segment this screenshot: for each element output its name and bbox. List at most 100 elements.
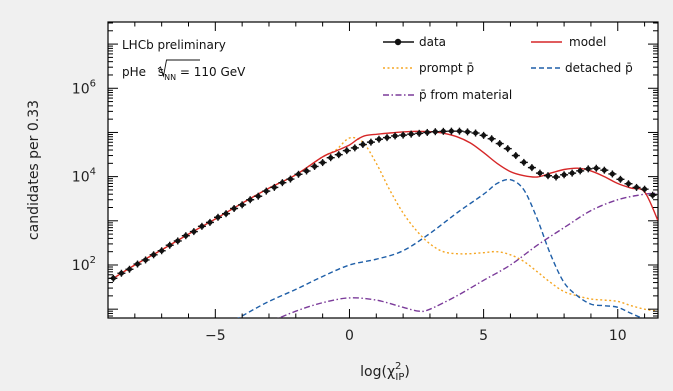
data-point bbox=[302, 167, 311, 175]
data-point bbox=[487, 135, 496, 143]
series-dashed-line bbox=[237, 178, 644, 318]
data-point bbox=[310, 162, 319, 170]
data-point bbox=[286, 175, 295, 183]
y-axis-label: candidates per 0.33 bbox=[26, 100, 42, 240]
data-point bbox=[455, 127, 464, 135]
data-point bbox=[471, 129, 480, 137]
data-point bbox=[334, 151, 343, 159]
data-point bbox=[423, 128, 432, 136]
legend-item-prompt: prompt p̄ bbox=[383, 61, 474, 75]
data-point bbox=[254, 192, 263, 200]
data-point bbox=[109, 274, 118, 282]
data-point bbox=[133, 260, 142, 268]
data-point bbox=[270, 183, 279, 191]
data-point bbox=[463, 128, 472, 136]
data-point bbox=[149, 251, 158, 259]
data-point bbox=[262, 187, 271, 195]
series-dotted-line bbox=[113, 136, 658, 312]
data-point bbox=[117, 269, 126, 277]
sqrt-symbol bbox=[157, 59, 200, 78]
data-point bbox=[294, 170, 303, 178]
data-point bbox=[592, 164, 601, 172]
data-point bbox=[350, 144, 359, 152]
data-point bbox=[431, 128, 440, 136]
legend-item-model: model bbox=[531, 35, 606, 49]
data-point bbox=[326, 154, 335, 162]
data-point bbox=[278, 179, 287, 187]
data-point bbox=[366, 138, 375, 146]
data-point bbox=[439, 127, 448, 135]
data-point bbox=[519, 158, 528, 166]
series-line-line bbox=[113, 130, 658, 279]
legend-data-label: data bbox=[419, 35, 446, 49]
data-point bbox=[576, 167, 585, 175]
legend-model-label: model bbox=[569, 35, 606, 49]
legend-item-data: data bbox=[383, 35, 446, 49]
data-point bbox=[503, 145, 512, 153]
data-point bbox=[632, 183, 641, 191]
data-point bbox=[447, 127, 456, 135]
y-tick-label: 104 bbox=[72, 167, 96, 186]
annotation-collision: pHe sNN = 110 GeV bbox=[122, 65, 246, 82]
data-point bbox=[600, 166, 609, 174]
x-tick-label: 0 bbox=[345, 328, 354, 344]
legend: data model prompt p̄ detached p̄ p̄ from… bbox=[383, 35, 633, 102]
data-point bbox=[560, 171, 569, 179]
data-point bbox=[205, 218, 214, 226]
data-point bbox=[608, 170, 617, 178]
annotation-prefix: pHe bbox=[122, 65, 150, 79]
data-point bbox=[189, 228, 198, 236]
data-points bbox=[109, 127, 657, 282]
data-point bbox=[318, 159, 327, 167]
x-tick-label: −5 bbox=[205, 328, 226, 344]
legend-material-label: p̄ from material bbox=[419, 88, 512, 102]
data-point bbox=[495, 140, 504, 148]
data-point bbox=[544, 172, 552, 180]
data-point bbox=[527, 164, 536, 172]
x-tick-label: 10 bbox=[609, 328, 627, 344]
data-point bbox=[230, 204, 239, 212]
y-tick-label: 102 bbox=[72, 255, 96, 274]
data-point bbox=[173, 237, 182, 245]
data-point bbox=[415, 129, 424, 137]
data-point bbox=[511, 152, 520, 160]
legend-prompt-label: prompt p̄ bbox=[419, 61, 474, 75]
data-point bbox=[399, 131, 408, 139]
annotation-energy: = 110 GeV bbox=[176, 65, 246, 79]
data-point bbox=[214, 213, 222, 221]
data-point bbox=[383, 134, 392, 142]
data-point bbox=[342, 147, 351, 155]
annotation-nn-subscript: NN bbox=[164, 73, 176, 82]
annotation-experiment: LHCb preliminary bbox=[122, 38, 226, 52]
legend-detached-label: detached p̄ bbox=[565, 61, 633, 75]
series-layer bbox=[109, 127, 658, 318]
data-point bbox=[568, 169, 577, 177]
axes-layer: −5 0 5 10 102 104 106 bbox=[72, 22, 658, 344]
data-point bbox=[479, 131, 488, 139]
data-point bbox=[584, 165, 593, 173]
data-point bbox=[165, 241, 174, 249]
annotation-sqrt-s: s bbox=[158, 65, 164, 79]
data-point bbox=[141, 256, 150, 264]
data-point bbox=[358, 140, 367, 148]
legend-item-material: p̄ from material bbox=[383, 88, 512, 102]
data-point bbox=[552, 173, 561, 181]
x-axis-label: log(χ2 IP) bbox=[360, 361, 410, 383]
data-point bbox=[157, 247, 166, 255]
y-tick-label: 106 bbox=[72, 78, 96, 97]
plot-area bbox=[107, 21, 659, 319]
data-point bbox=[238, 201, 247, 209]
data-point bbox=[181, 232, 190, 240]
series-dashdot-line bbox=[277, 192, 658, 318]
data-point bbox=[624, 180, 633, 188]
legend-item-detached: detached p̄ bbox=[531, 61, 633, 75]
data-point bbox=[407, 130, 416, 138]
legend-data-marker bbox=[394, 38, 402, 46]
data-point bbox=[640, 185, 649, 193]
data-point bbox=[535, 169, 544, 177]
data-point bbox=[374, 135, 383, 143]
data-point bbox=[616, 175, 625, 183]
data-point bbox=[125, 265, 134, 273]
